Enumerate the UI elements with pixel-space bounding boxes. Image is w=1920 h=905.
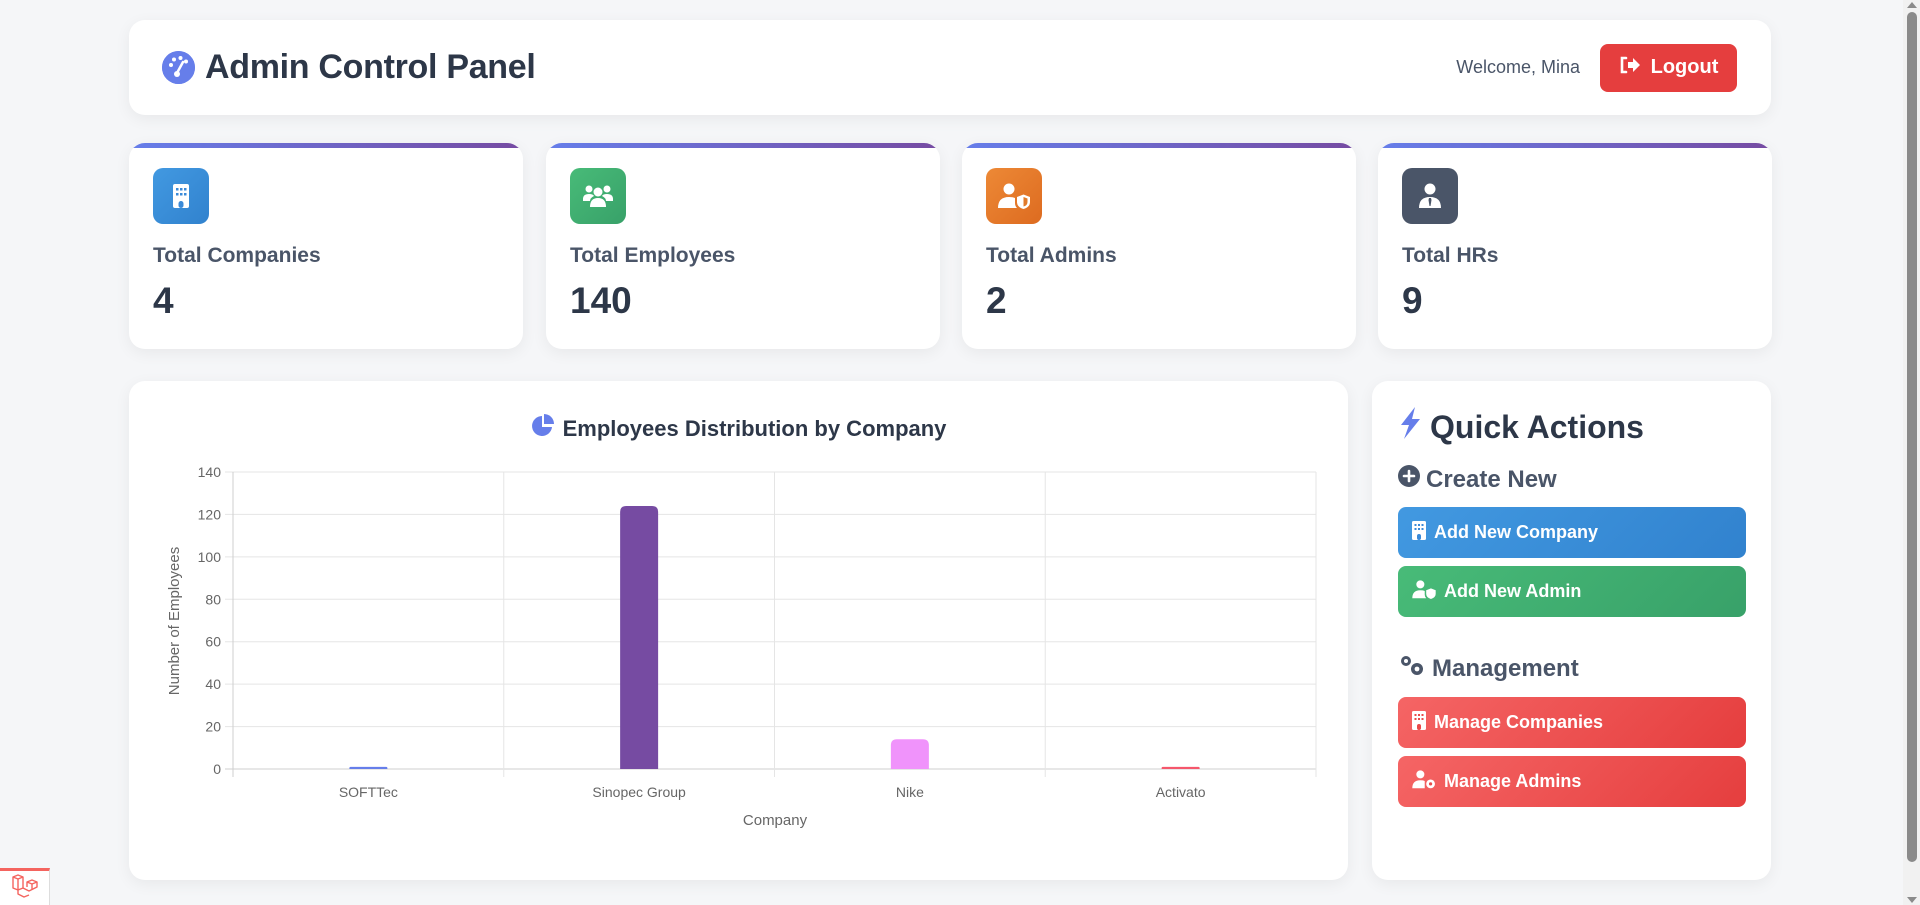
stat-value: 9 xyxy=(1402,280,1423,321)
y-tick-label: 100 xyxy=(198,549,222,565)
chart-pie-icon xyxy=(531,414,555,444)
stat-card-hrs: Total HRs 9 xyxy=(1378,143,1772,349)
y-tick-label: 60 xyxy=(205,634,221,650)
building-icon xyxy=(153,168,209,224)
y-tick-label: 0 xyxy=(213,761,221,777)
section-create-new: Create New xyxy=(1398,465,1745,494)
y-tick-label: 80 xyxy=(205,591,221,607)
users-icon xyxy=(570,168,626,224)
bolt-icon xyxy=(1398,407,1422,447)
scroll-up-arrow[interactable] xyxy=(1907,2,1917,8)
stat-value: 140 xyxy=(570,280,632,321)
chart-title: Employees Distribution by Company xyxy=(129,414,1348,444)
header-bar: Admin Control Panel Welcome, Mina Logout xyxy=(129,20,1771,115)
scroll-thumb[interactable] xyxy=(1907,12,1917,862)
y-tick-label: 40 xyxy=(205,676,221,692)
building-icon xyxy=(1412,710,1426,735)
chart-title-text: Employees Distribution by Company xyxy=(562,416,947,441)
logout-label: Logout xyxy=(1650,56,1719,78)
logout-button[interactable]: Logout xyxy=(1600,43,1737,92)
y-tick-label: 120 xyxy=(198,506,222,522)
x-tick-label: Nike xyxy=(896,784,924,800)
stat-card-admins: Total Admins 2 xyxy=(962,143,1356,349)
manage-admins-button[interactable]: Manage Admins xyxy=(1398,756,1746,807)
page-title: Admin Control Panel xyxy=(205,48,536,86)
bar-nike xyxy=(890,739,929,769)
stat-card-companies: Total Companies 4 xyxy=(129,143,523,349)
user-shield-icon xyxy=(1412,579,1436,604)
add-new-company-button[interactable]: Add New Company xyxy=(1398,507,1746,558)
stat-label: Total Admins xyxy=(986,244,1117,267)
building-icon xyxy=(1412,520,1426,545)
bar-activato xyxy=(1161,766,1200,769)
bar-sinopec-group xyxy=(620,505,659,769)
gauge-icon xyxy=(162,51,195,84)
quick-actions-title: Quick Actions xyxy=(1398,407,1745,447)
user-shield-icon xyxy=(986,168,1042,224)
y-tick-label: 140 xyxy=(198,464,222,480)
manage-companies-button[interactable]: Manage Companies xyxy=(1398,697,1746,748)
y-axis-title: Number of Employees xyxy=(166,547,183,695)
page-scrollbar[interactable] xyxy=(1903,0,1920,905)
brand: Admin Control Panel xyxy=(162,48,536,87)
cogs-icon xyxy=(1398,653,1426,684)
add-new-admin-button[interactable]: Add New Admin xyxy=(1398,566,1746,617)
stat-label: Total Employees xyxy=(570,244,736,267)
section-management: Management xyxy=(1398,653,1745,684)
user-cog-icon xyxy=(1412,769,1436,794)
stat-label: Total Companies xyxy=(153,244,321,267)
user-tie-icon xyxy=(1402,168,1458,224)
stat-value: 2 xyxy=(986,280,1007,321)
scroll-down-arrow[interactable] xyxy=(1907,897,1917,903)
chart-card: Employees Distribution by Company 0 20 40 6… xyxy=(129,381,1348,880)
bar-chart: 0 20 40 60 80 100 120 140 SOFTTec Sinopec Group Ni… xyxy=(166,464,1317,829)
y-tick-label: 20 xyxy=(205,719,221,735)
welcome-text: Welcome, Mina xyxy=(1456,57,1580,77)
x-tick-label: Sinopec Group xyxy=(592,784,686,800)
x-tick-label: SOFTTec xyxy=(339,784,398,800)
stat-value: 4 xyxy=(153,280,174,321)
debugbar-toggle[interactable] xyxy=(0,868,50,905)
bar-softtec xyxy=(349,766,388,769)
x-tick-label: Activato xyxy=(1156,784,1206,800)
plus-circle-icon xyxy=(1398,465,1420,494)
x-axis-title: Company xyxy=(743,812,808,829)
quick-actions-panel: Quick Actions Create New Add New Company… xyxy=(1372,381,1771,880)
sign-out-icon xyxy=(1619,56,1641,80)
laravel-logo-icon xyxy=(10,873,40,904)
stat-label: Total HRs xyxy=(1402,244,1499,267)
stat-card-employees: Total Employees 140 xyxy=(546,143,940,349)
